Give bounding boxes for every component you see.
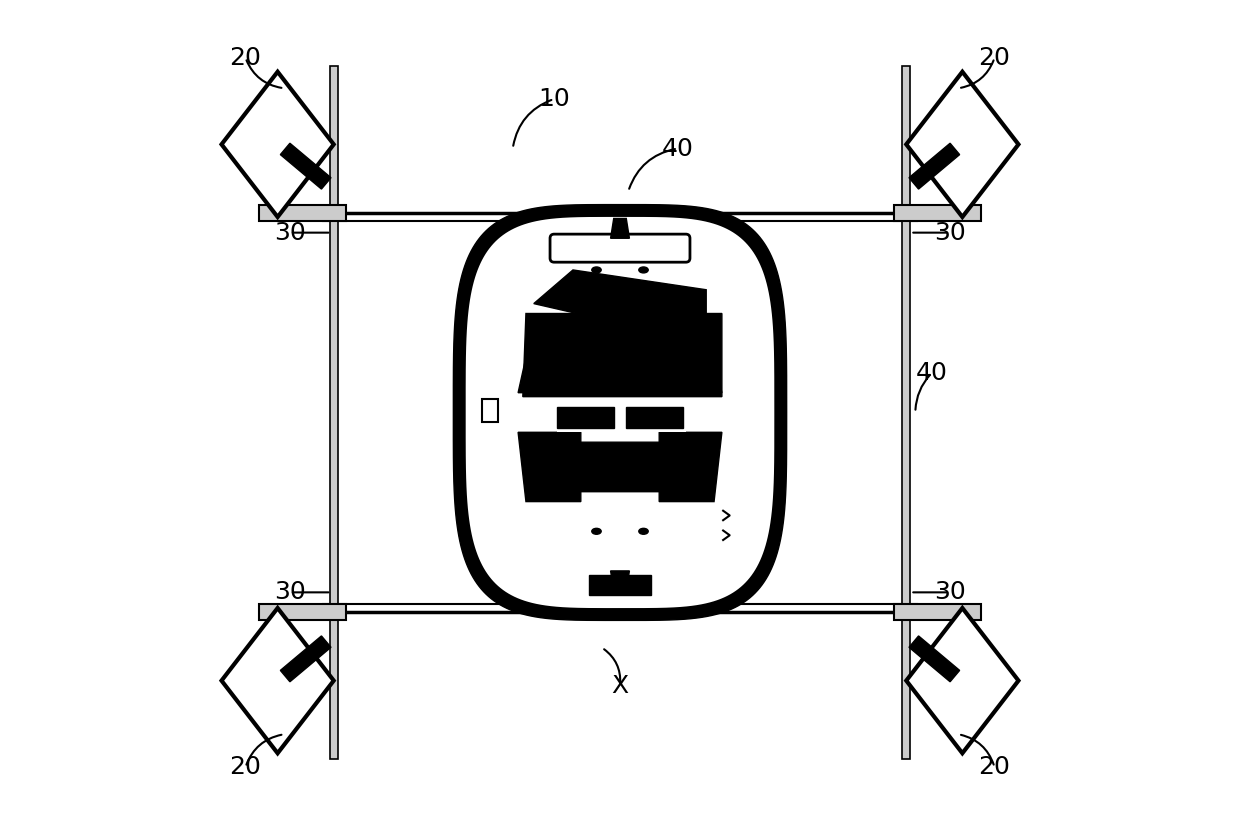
Text: 20: 20	[229, 755, 262, 780]
Bar	[903, 66, 910, 759]
Polygon shape	[906, 608, 1018, 753]
Ellipse shape	[614, 285, 626, 294]
Bar	[330, 66, 337, 759]
Polygon shape	[667, 343, 722, 393]
Polygon shape	[526, 442, 714, 492]
Text: 20: 20	[978, 755, 1011, 780]
Polygon shape	[909, 144, 960, 189]
Polygon shape	[280, 144, 331, 189]
Polygon shape	[464, 214, 776, 610]
Polygon shape	[557, 403, 686, 432]
Text: 30: 30	[274, 580, 306, 605]
Text: X: X	[611, 674, 629, 699]
Ellipse shape	[639, 528, 649, 535]
Ellipse shape	[711, 309, 765, 358]
Ellipse shape	[639, 267, 649, 273]
Ellipse shape	[591, 528, 601, 535]
Text: 20: 20	[978, 45, 1011, 70]
Polygon shape	[518, 432, 580, 502]
Polygon shape	[222, 72, 334, 217]
Polygon shape	[464, 214, 776, 610]
Polygon shape	[909, 636, 960, 681]
Bar	[259, 604, 346, 620]
Polygon shape	[610, 571, 630, 591]
Polygon shape	[557, 407, 614, 428]
Polygon shape	[222, 608, 334, 753]
Text: 30: 30	[274, 220, 306, 245]
FancyBboxPatch shape	[551, 234, 689, 262]
Text: 40: 40	[662, 136, 693, 161]
Polygon shape	[280, 636, 331, 681]
Polygon shape	[533, 270, 707, 343]
Ellipse shape	[475, 447, 529, 497]
Ellipse shape	[591, 267, 601, 273]
Text: 30: 30	[934, 580, 966, 605]
Polygon shape	[610, 219, 630, 238]
Polygon shape	[660, 432, 722, 502]
Polygon shape	[626, 407, 683, 428]
Bar	[894, 205, 981, 221]
Text: 40: 40	[916, 361, 947, 385]
Bar	[322, 213, 918, 612]
Polygon shape	[906, 72, 1018, 217]
Bar	[482, 398, 497, 422]
Text: 20: 20	[229, 45, 262, 70]
Polygon shape	[454, 205, 786, 620]
Ellipse shape	[475, 309, 529, 358]
Bar	[894, 604, 981, 620]
Polygon shape	[523, 314, 722, 397]
Polygon shape	[589, 575, 651, 595]
Polygon shape	[518, 343, 573, 393]
Bar	[259, 205, 346, 221]
Text: 30: 30	[934, 220, 966, 245]
Text: 10: 10	[538, 87, 570, 111]
Ellipse shape	[614, 285, 626, 294]
Ellipse shape	[711, 447, 765, 497]
